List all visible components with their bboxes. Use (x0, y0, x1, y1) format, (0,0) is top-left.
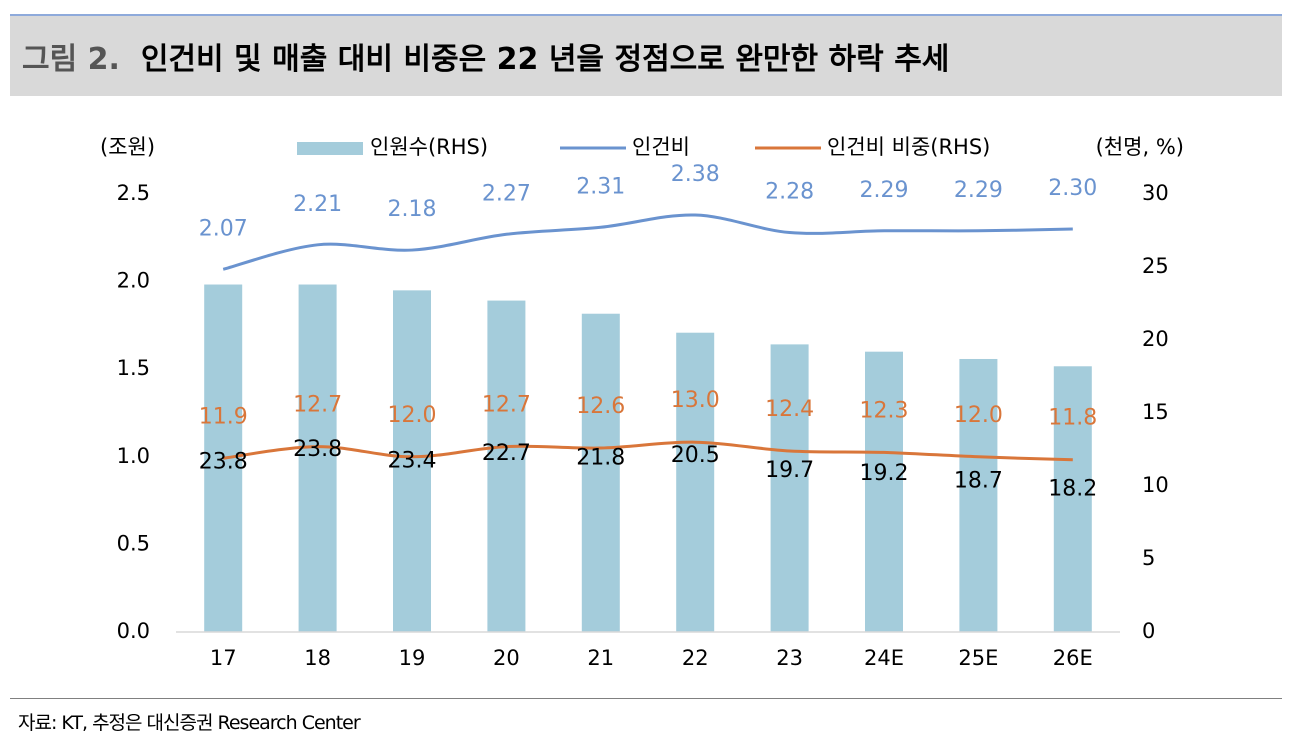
bar-headcount (487, 300, 526, 632)
data-label-ratio: 12.3 (860, 398, 909, 423)
data-label-headcount: 23.4 (388, 449, 437, 474)
data-label-ratio: 12.4 (765, 397, 814, 422)
data-label-labor-cost: 2.27 (482, 181, 531, 206)
data-label-ratio: 13.0 (671, 388, 720, 413)
left-tick-label: 2.5 (117, 181, 150, 205)
data-label-ratio: 11.8 (1048, 406, 1097, 431)
right-tick-label: 20 (1142, 327, 1169, 351)
legend-label-headcount: 인원수(RHS) (370, 135, 488, 159)
data-label-labor-cost: 2.21 (293, 192, 342, 217)
x-tick-label: 21 (587, 646, 614, 670)
figure-title-text: 인건비 및 매출 대비 비중은 22 년을 정점으로 완만한 하락 추세 (140, 42, 950, 77)
bar-headcount (298, 284, 337, 632)
left-tick-label: 0.5 (117, 531, 150, 555)
data-label-headcount: 19.2 (860, 461, 909, 486)
data-label-ratio: 12.0 (388, 403, 437, 428)
x-tick-label: 25E (958, 646, 998, 670)
bar-headcount (865, 351, 903, 632)
data-label-headcount: 23.8 (199, 449, 248, 474)
data-label-labor-cost: 2.31 (576, 174, 625, 199)
bottom-rule (10, 698, 1282, 699)
left-axis-unit: (조원) (100, 135, 155, 159)
right-tick-label: 10 (1142, 473, 1169, 497)
bar-headcount (676, 332, 715, 632)
right-tick-label: 5 (1142, 546, 1155, 570)
source-note: 자료: KT, 추정은 대신증권 Research Center (18, 712, 361, 734)
x-tick-label: 26E (1053, 646, 1093, 670)
line-labor-cost (222, 213, 1073, 271)
left-tick-label: 0.0 (117, 619, 150, 643)
data-label-labor-cost: 2.30 (1048, 176, 1097, 201)
bar-headcount (959, 358, 998, 632)
figure-number: 그림 2. (22, 42, 120, 77)
data-label-ratio: 12.7 (293, 393, 342, 418)
data-label-headcount: 21.8 (576, 445, 625, 470)
data-label-labor-cost: 2.18 (388, 197, 437, 222)
data-label-ratio: 12.0 (954, 403, 1003, 428)
right-tick-label: 25 (1142, 254, 1169, 278)
data-label-ratio: 12.7 (482, 393, 531, 418)
left-tick-label: 1.5 (117, 356, 150, 380)
bar-headcount (770, 344, 809, 632)
bar-headcount (581, 313, 620, 632)
data-label-headcount: 22.7 (482, 441, 531, 466)
data-label-labor-cost: 2.07 (199, 216, 248, 241)
right-tick-label: 0 (1142, 619, 1155, 643)
data-label-labor-cost: 2.29 (954, 178, 1003, 203)
title-bar (10, 16, 1282, 96)
legend-label-ratio: 인건비 비중(RHS) (827, 135, 990, 159)
bar-headcount (393, 290, 431, 632)
left-tick-label: 2.0 (117, 269, 150, 293)
data-label-labor-cost: 2.28 (765, 180, 814, 205)
x-tick-label: 18 (304, 646, 331, 670)
x-tick-label: 22 (682, 646, 709, 670)
data-label-headcount: 19.7 (765, 458, 814, 483)
data-label-ratio: 11.9 (199, 404, 248, 429)
x-tick-label: 23 (776, 646, 803, 670)
data-label-headcount: 18.7 (954, 469, 1003, 494)
top-rule (10, 14, 1282, 16)
data-label-labor-cost: 2.29 (860, 178, 909, 203)
left-tick-label: 1.0 (117, 444, 150, 468)
legend-label-labor-cost: 인건비 (632, 135, 690, 159)
x-tick-label: 17 (210, 646, 237, 670)
data-label-labor-cost: 2.38 (671, 162, 720, 187)
bar-headcount (1053, 366, 1092, 632)
data-label-headcount: 18.2 (1048, 476, 1097, 501)
x-tick-label: 24E (864, 646, 904, 670)
data-label-ratio: 12.6 (576, 394, 625, 419)
line-ratio (223, 440, 1073, 462)
data-label-headcount: 23.8 (293, 437, 342, 462)
right-tick-label: 30 (1142, 181, 1169, 205)
figure-title: 그림 2. 인건비 및 매출 대비 비중은 22 년을 정점으로 완만한 하락 … (22, 34, 949, 78)
data-label-headcount: 20.5 (671, 443, 720, 468)
right-axis-unit: (천명, %) (1096, 135, 1184, 159)
x-tick-label: 19 (399, 646, 426, 670)
right-tick-label: 15 (1142, 400, 1169, 424)
x-tick-label: 20 (493, 646, 520, 670)
legend-swatch-headcount (297, 142, 363, 155)
